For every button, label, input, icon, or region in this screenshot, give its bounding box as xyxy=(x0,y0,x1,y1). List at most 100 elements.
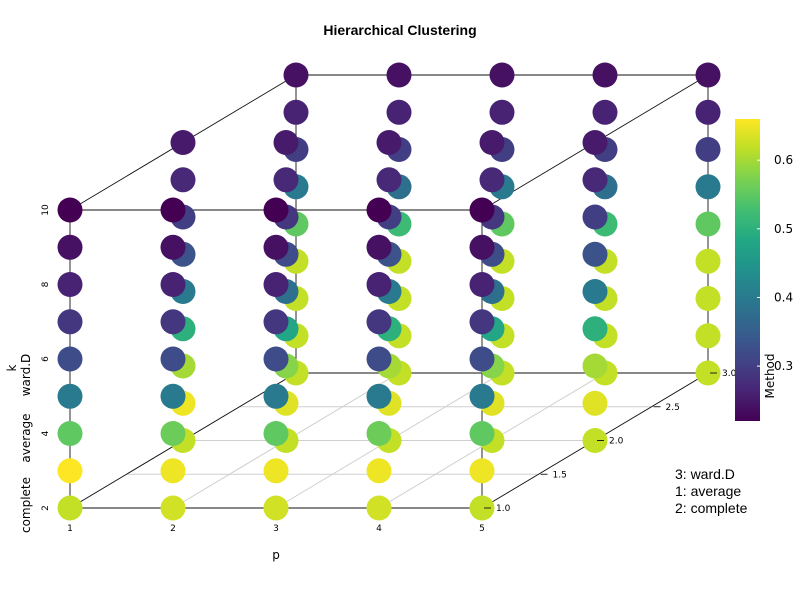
point-wardD-p2-k10 xyxy=(387,63,412,88)
point-average-p4-k3 xyxy=(367,458,392,483)
x-axis-label: p xyxy=(272,548,280,562)
colorbar-tick-label: 0.6 xyxy=(774,153,793,167)
colorbar-tick-label: 0.4 xyxy=(774,290,793,304)
colorbar-title: Method xyxy=(763,353,777,398)
method-labels: ward.D average complete xyxy=(19,354,33,533)
colorbar-gradient xyxy=(735,119,760,421)
point-average-p3-k9 xyxy=(264,235,289,260)
point-complete-p4-k9 xyxy=(480,167,505,192)
point-average-p2-k3 xyxy=(161,458,186,483)
point-average-p2-k9 xyxy=(161,235,186,260)
point-complete-p2-k9 xyxy=(274,167,299,192)
x-tick-label: 5 xyxy=(479,524,485,534)
point-average-p5-k6 xyxy=(470,347,495,372)
point-wardD-p5-k3 xyxy=(696,323,721,348)
point-average-p4-k6 xyxy=(367,347,392,372)
point-average-p4-k8 xyxy=(367,272,392,297)
y-tick-label: 2 xyxy=(41,505,51,511)
point-average-p1-k4 xyxy=(58,421,83,446)
point-average-p4-k2 xyxy=(367,496,392,521)
point-average-p2-k7 xyxy=(161,309,186,334)
point-complete-p5-k10 xyxy=(583,130,608,155)
point-average-p1-k8 xyxy=(58,272,83,297)
point-average-p2-k5 xyxy=(161,384,186,409)
chart-title: Hierarchical Clustering xyxy=(323,22,476,38)
point-complete-p5-k8 xyxy=(583,205,608,230)
point-average-p1-k6 xyxy=(58,347,83,372)
colorbar-tick-label: 0.5 xyxy=(774,222,793,236)
y-axis-label: k xyxy=(5,364,19,371)
point-wardD-p5-k4 xyxy=(696,286,721,311)
point-wardD-p5-k5 xyxy=(696,249,721,274)
point-complete-p3-k10 xyxy=(377,130,402,155)
method-label-average: average xyxy=(19,413,33,462)
point-wardD-p5-k7 xyxy=(696,174,721,199)
point-average-p1-k7 xyxy=(58,309,83,334)
x-tick-label: 1 xyxy=(67,524,73,534)
point-complete-p5-k6 xyxy=(583,279,608,304)
z-tick-label: 2.5 xyxy=(666,403,680,413)
point-average-p3-k3 xyxy=(264,458,289,483)
point-complete-p4-k10 xyxy=(480,130,505,155)
point-complete-p3-k9 xyxy=(377,167,402,192)
point-average-p5-k3 xyxy=(470,458,495,483)
point-complete-p1-k9 xyxy=(171,167,196,192)
point-wardD-p5-k6 xyxy=(696,212,721,237)
x-tick-label: 4 xyxy=(376,524,382,534)
point-average-p3-k7 xyxy=(264,309,289,334)
method-label-wardD: ward.D xyxy=(19,354,33,397)
point-average-p1-k2 xyxy=(58,496,83,521)
point-wardD-p4-k9 xyxy=(593,100,618,125)
y-tick-label: 6 xyxy=(41,356,51,362)
point-complete-p1-k10 xyxy=(171,130,196,155)
point-average-p1-k9 xyxy=(58,235,83,260)
point-complete-p5-k7 xyxy=(583,242,608,267)
point-average-p5-k4 xyxy=(470,421,495,446)
point-average-p2-k10 xyxy=(161,198,186,223)
legend-entry: 3: ward.D xyxy=(675,466,735,482)
point-average-p5-k5 xyxy=(470,384,495,409)
point-wardD-p5-k8 xyxy=(696,137,721,162)
point-wardD-p5-k10 xyxy=(696,63,721,88)
point-complete-p2-k10 xyxy=(274,130,299,155)
z-tick-label: 1.5 xyxy=(553,470,567,480)
method-label-complete: complete xyxy=(19,477,33,533)
point-average-p1-k10 xyxy=(58,198,83,223)
x-tick-label: 3 xyxy=(273,524,279,534)
point-average-p5-k9 xyxy=(470,235,495,260)
data-points xyxy=(58,63,721,521)
point-average-p4-k7 xyxy=(367,309,392,334)
point-average-p1-k3 xyxy=(58,458,83,483)
point-complete-p5-k9 xyxy=(583,167,608,192)
z-tick-label: 3.0 xyxy=(722,369,737,379)
point-average-p4-k4 xyxy=(367,421,392,446)
point-wardD-p3-k10 xyxy=(490,63,515,88)
point-average-p3-k5 xyxy=(264,384,289,409)
point-average-p3-k8 xyxy=(264,272,289,297)
point-average-p3-k4 xyxy=(264,421,289,446)
point-wardD-p4-k10 xyxy=(593,63,618,88)
point-wardD-p5-k9 xyxy=(696,100,721,125)
point-complete-p5-k5 xyxy=(583,316,608,341)
point-wardD-p1-k10 xyxy=(284,63,309,88)
point-average-p2-k2 xyxy=(161,496,186,521)
point-average-p4-k10 xyxy=(367,198,392,223)
point-wardD-p1-k9 xyxy=(284,100,309,125)
point-average-p5-k8 xyxy=(470,272,495,297)
point-complete-p5-k4 xyxy=(583,354,608,379)
y-tick-label: 10 xyxy=(41,204,51,216)
point-average-p4-k9 xyxy=(367,235,392,260)
point-wardD-p3-k9 xyxy=(490,100,515,125)
point-complete-p5-k3 xyxy=(583,391,608,416)
point-average-p2-k4 xyxy=(161,421,186,446)
x-tick-label: 2 xyxy=(170,524,176,534)
point-average-p2-k8 xyxy=(161,272,186,297)
point-average-p3-k6 xyxy=(264,347,289,372)
point-average-p2-k6 xyxy=(161,347,186,372)
y-tick-label: 8 xyxy=(41,281,51,287)
legend-entry: 1: average xyxy=(675,483,741,499)
z-tick-label: 2.0 xyxy=(609,437,624,447)
y-tick-label: 4 xyxy=(41,430,51,436)
